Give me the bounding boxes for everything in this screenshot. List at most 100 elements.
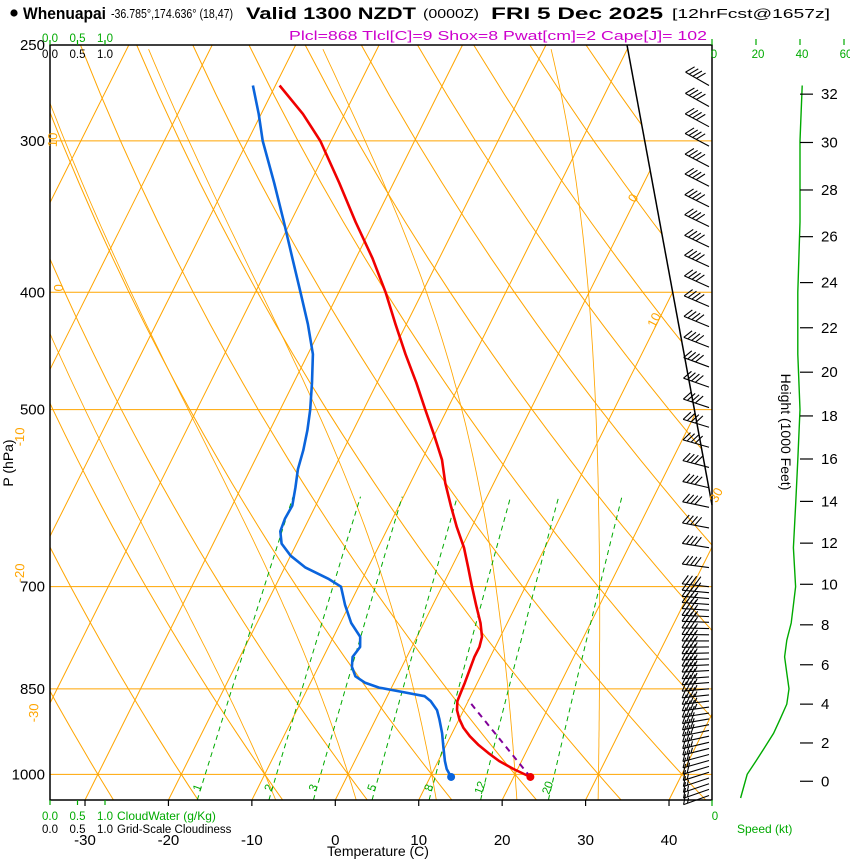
cloudiness-scale-tick-top: 0.5 [70,49,86,61]
wind-barb [682,753,710,763]
valid-time-utc: (0000Z) [423,7,479,21]
pressure-tick-label: 400 [20,284,45,301]
stability-indices: Plcl=868 Tlcl[C]=9 Shox=8 Pwat[cm]=2 Cap… [289,29,707,43]
pressure-tick-label: 850 [20,681,45,698]
cloudiness-scale-tick-bottom: 0.5 [70,824,86,836]
height-tick-label: 6 [821,657,829,674]
station-coords: -36.785°,174.636° (18,47) [111,7,233,21]
cloudwater-axis-title: CloudWater (g/Kg) [117,809,216,823]
wind-barb [682,439,710,448]
wind-barb [684,254,710,268]
speed-tick-label-bottom: 0 [712,811,718,823]
temperature-curve [278,84,531,779]
height-tick-label: 20 [821,364,838,381]
plot-border [49,44,713,801]
temperature-tick-label: -30 [74,832,96,849]
dry-adiabat-label: -20 [12,563,28,582]
wind-barb [683,357,710,368]
height-tick-label: 14 [821,493,838,510]
dry-adiabat-label: 0 [51,284,66,292]
surface-temp-marker [526,772,535,781]
moist-adiabats [50,49,601,800]
chart-labels: Whenuapai -36.785°,174.636° (18,47) Vali… [0,4,830,859]
height-tick-label: 24 [821,275,838,292]
dry-adiabat-label: -30 [26,703,42,722]
wind-barb [683,377,710,388]
dewpoint-curve [251,85,453,778]
pressure-tick-label: 300 [20,133,45,150]
parcel-path [467,699,532,778]
height-tick-label: 12 [821,535,838,552]
height-tick-label: 16 [821,451,838,468]
cloudwater-scale-tick-top: 0.5 [70,33,86,45]
sounding-curves [251,84,535,781]
height-tick-label: 26 [821,229,838,246]
wind-barbs [681,66,710,806]
wind-speed-curve [739,85,803,799]
isotherm-label: 30 [706,485,726,505]
wind-barb [683,315,710,328]
cloudwater-scale-tick-bottom: 0.5 [70,811,86,823]
valid-date: FRI 5 Dec 2025 [491,4,663,23]
temperature-tick-label: -10 [241,832,263,849]
cloudwater-scale-tick-bottom: 0.0 [42,811,58,823]
speed-profile-line [739,85,803,799]
height-tick-label: 10 [821,576,838,593]
wind-barb [683,295,710,308]
temperature-tick-label: 20 [494,832,511,849]
speed-axis-title: Speed (kt) [737,822,792,836]
mixing-ratio-label: 3 [307,783,320,793]
height-tick-label: 22 [821,320,838,337]
speed-tick-label: 60 [840,49,850,61]
pressure-tick-label: 500 [20,402,45,419]
mixing-ratio-label: 20 [541,780,557,796]
mixing-ratio-labels: 1 2 3 5 8 12 20 [191,780,556,796]
wind-barb [683,336,710,348]
wind-barb [682,481,710,489]
mixing-ratio-label: 5 [366,783,379,793]
height-axis-title: Height (1000 Feet) [778,374,794,491]
temperature-tick-label: 0 [331,832,339,849]
cloudiness-scale-tick-bottom: 0.0 [42,824,58,836]
temperature-tick-label: 10 [410,832,427,849]
height-tick-label: 28 [821,182,838,199]
temperature-tick-label: 30 [577,832,594,849]
station-name: Whenuapai [23,4,106,23]
cloudwater-scale-tick-bottom: 1.0 [97,811,113,823]
cloudwater-scale-tick-top: 1.0 [97,33,113,45]
forecast-run-info: [12hrFcst@1657z] [672,7,830,21]
plot-frame [49,44,713,801]
cloudiness-axis-title: Grid-Scale Cloudiness [117,824,232,836]
pressure-tick-label: 1000 [12,766,45,783]
wind-barb [684,275,710,288]
height-tick-label: 0 [821,773,829,790]
pressure-axis-title: P (hPa) [0,439,16,486]
mixing-ratio-label: 12 [473,780,489,796]
dry-adiabat-label: 10 [45,132,60,147]
cloudiness-scale-tick-top: 1.0 [97,49,113,61]
pressure-tick-label: 700 [20,579,45,596]
cloudiness-scale-tick-bottom: 1.0 [97,824,113,836]
wind-barb [682,747,710,756]
wind-barb [685,113,710,128]
wind-barb [684,234,710,248]
wind-barb [684,173,710,187]
mixing-ratio-label: 8 [423,783,436,793]
height-tick-label: 2 [821,735,829,752]
mixing-ratio-label: 1 [191,783,204,793]
dry-adiabat-label: -10 [12,427,28,446]
mixing-ratio-label: 2 [263,783,276,793]
valid-time: Valid 1300 NZDT [246,4,417,23]
corner-cut-line [626,44,713,506]
height-tick-label: 32 [821,86,838,103]
wind-barb [684,214,710,228]
mixing-ratio-lines [196,496,623,800]
wind-barb [682,729,710,737]
pressure-gridlines [50,44,712,775]
isotherm-label: 10 [644,310,664,330]
height-tick-label: 30 [821,134,838,151]
